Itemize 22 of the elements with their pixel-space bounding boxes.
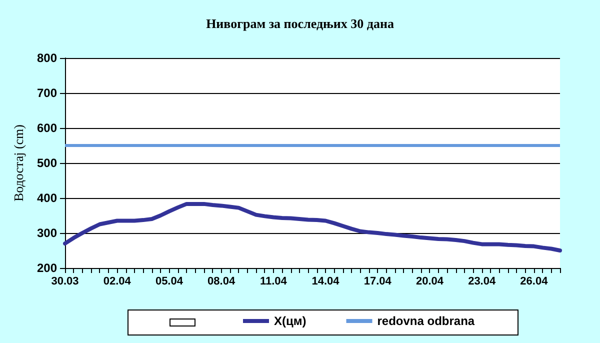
x-tick-label: 05.04 — [155, 276, 184, 288]
y-tick-label: 500 — [36, 156, 58, 170]
legend-label: redovna odbrana — [377, 314, 475, 328]
x-tick-label: 23.04 — [468, 276, 496, 288]
legend-label: Х(цм) — [274, 314, 306, 328]
y-tick-label: 700 — [36, 86, 58, 100]
y-tick-label: 400 — [36, 191, 58, 205]
x-tick-label: 26.04 — [520, 276, 549, 288]
x-tick-label: 17.04 — [364, 276, 392, 288]
x-tick-label: 30.03 — [51, 276, 79, 288]
x-tick-label: 11.04 — [260, 276, 288, 288]
y-tick-label: 200 — [36, 261, 58, 275]
y-tick-label: 300 — [36, 226, 58, 240]
x-tick-label: 20.04 — [416, 276, 444, 288]
line-series — [63, 202, 562, 252]
y-axis-title: Водостај (cm) — [11, 124, 26, 202]
chart-title: Нивограм за последњих 30 дана — [206, 16, 394, 31]
y-tick-label: 600 — [36, 121, 58, 135]
x-tick-label: 02.04 — [103, 276, 132, 288]
y-tick-label: 800 — [36, 51, 58, 65]
x-tick-label: 14.04 — [312, 276, 340, 288]
x-tick-label: 08.04 — [208, 276, 236, 288]
